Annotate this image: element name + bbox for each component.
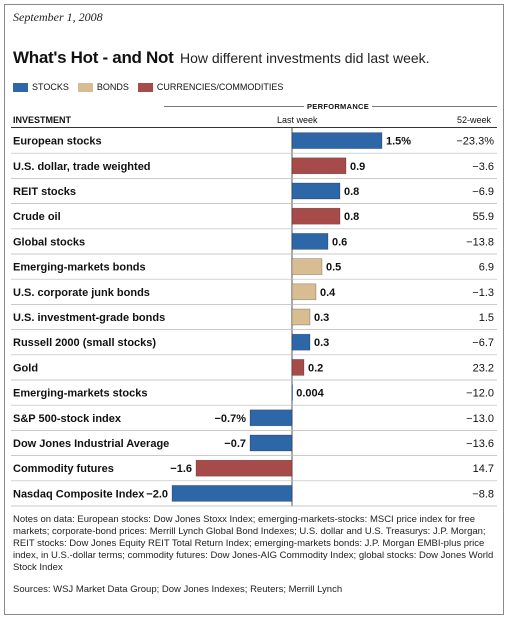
category-label: U.S. investment-grade bonds: [13, 312, 165, 324]
bar: [291, 283, 317, 301]
value-label: 0.6: [332, 236, 347, 248]
legend-item-stocks: STOCKS: [13, 82, 69, 92]
value-label: 0.9: [350, 161, 365, 173]
legend-item-currencies: CURRENCIES/COMMODITIES: [137, 82, 284, 92]
bar: [249, 434, 293, 452]
legend-swatch-currencies: [137, 82, 153, 92]
week52-value: −13.0: [466, 413, 494, 425]
category-label: Dow Jones Industrial Average: [13, 438, 169, 450]
value-label: −0.7: [224, 438, 246, 450]
week52-value: −1.3: [472, 287, 494, 299]
value-label: 0.2: [308, 362, 323, 374]
value-label: −2.0: [146, 488, 168, 500]
category-label: U.S. corporate junk bonds: [13, 287, 150, 299]
category-label: U.S. dollar, trade weighted: [13, 161, 151, 173]
week52-value: −8.8: [472, 488, 494, 500]
week52-value: −6.7: [472, 337, 494, 349]
category-label: Emerging-markets bonds: [13, 262, 146, 274]
category-label: Nasdaq Composite Index: [13, 488, 145, 500]
value-label: 0.4: [320, 287, 336, 299]
week52-value: −13.6: [466, 438, 494, 450]
week52-value: 55.9: [473, 211, 494, 223]
sources: Sources: WSJ Market Data Group; Dow Jone…: [13, 584, 343, 595]
category-label: Crude oil: [13, 211, 61, 223]
bar: [171, 485, 293, 502]
value-label: −1.6: [170, 463, 192, 475]
bar: [291, 233, 329, 250]
bar: [291, 333, 311, 351]
bar: [291, 258, 323, 275]
week52-value: −12.0: [466, 388, 494, 400]
header-rule: [11, 127, 497, 128]
legend-label-stocks: STOCKS: [32, 82, 69, 92]
category-label: Global stocks: [13, 236, 85, 248]
performance-header: PERFORMANCE: [304, 102, 373, 111]
bar: [291, 132, 383, 149]
chart-title: What's Hot - and Not: [13, 48, 174, 67]
week52-value: 14.7: [473, 463, 494, 475]
legend-item-bonds: BONDS: [77, 82, 129, 92]
week52-value: 23.2: [473, 362, 494, 374]
bar: [195, 459, 293, 477]
category-label: REIT stocks: [13, 186, 76, 198]
investment-header: INVESTMENT: [13, 115, 72, 125]
bar: [291, 157, 347, 175]
bar: [291, 182, 341, 200]
value-label: 0.3: [314, 312, 329, 324]
category-label: Emerging-markets stocks: [13, 388, 148, 400]
week52-value: 1.5: [479, 312, 494, 324]
last-week-header: Last week: [277, 115, 318, 125]
week52-value: −6.9: [472, 186, 494, 198]
legend-swatch-stocks: [13, 82, 28, 92]
bar: [291, 359, 305, 376]
week52-header: 52-week: [457, 115, 492, 125]
value-label: 0.8: [344, 211, 359, 223]
value-label: 0.004: [296, 388, 324, 400]
week52-value: −13.8: [466, 236, 494, 248]
week52-value: −3.6: [472, 161, 494, 173]
value-label: 0.8: [344, 186, 359, 198]
legend-swatch-bonds: [77, 82, 93, 92]
bar: [292, 384, 293, 401]
week52-value: 6.9: [479, 262, 494, 274]
category-label: S&P 500-stock index: [13, 413, 122, 425]
category-label: Commodity futures: [13, 463, 114, 475]
legend: STOCKS BONDS CURRENCIES/COMMODITIES: [13, 82, 292, 92]
legend-label-currencies: CURRENCIES/COMMODITIES: [156, 82, 284, 92]
bar: [249, 409, 293, 427]
legend-label-bonds: BONDS: [96, 82, 129, 92]
category-label: Gold: [13, 362, 38, 374]
value-label: −0.7%: [215, 413, 247, 425]
date-label: September 1, 2008: [13, 10, 103, 24]
week52-value: −23.3%: [456, 136, 494, 148]
bar: [291, 207, 341, 225]
category-label: Russell 2000 (small stocks): [13, 337, 156, 349]
chart-subtitle: How different investments did last week.: [180, 50, 430, 66]
category-label: European stocks: [13, 136, 102, 148]
value-label: 0.5: [326, 262, 341, 274]
chart-frame: [4, 4, 504, 615]
notes: Notes on data: European stocks: Dow Jone…: [13, 514, 494, 573]
value-label: 0.3: [314, 337, 329, 349]
bar: [291, 308, 311, 326]
value-label: 1.5%: [386, 136, 411, 148]
